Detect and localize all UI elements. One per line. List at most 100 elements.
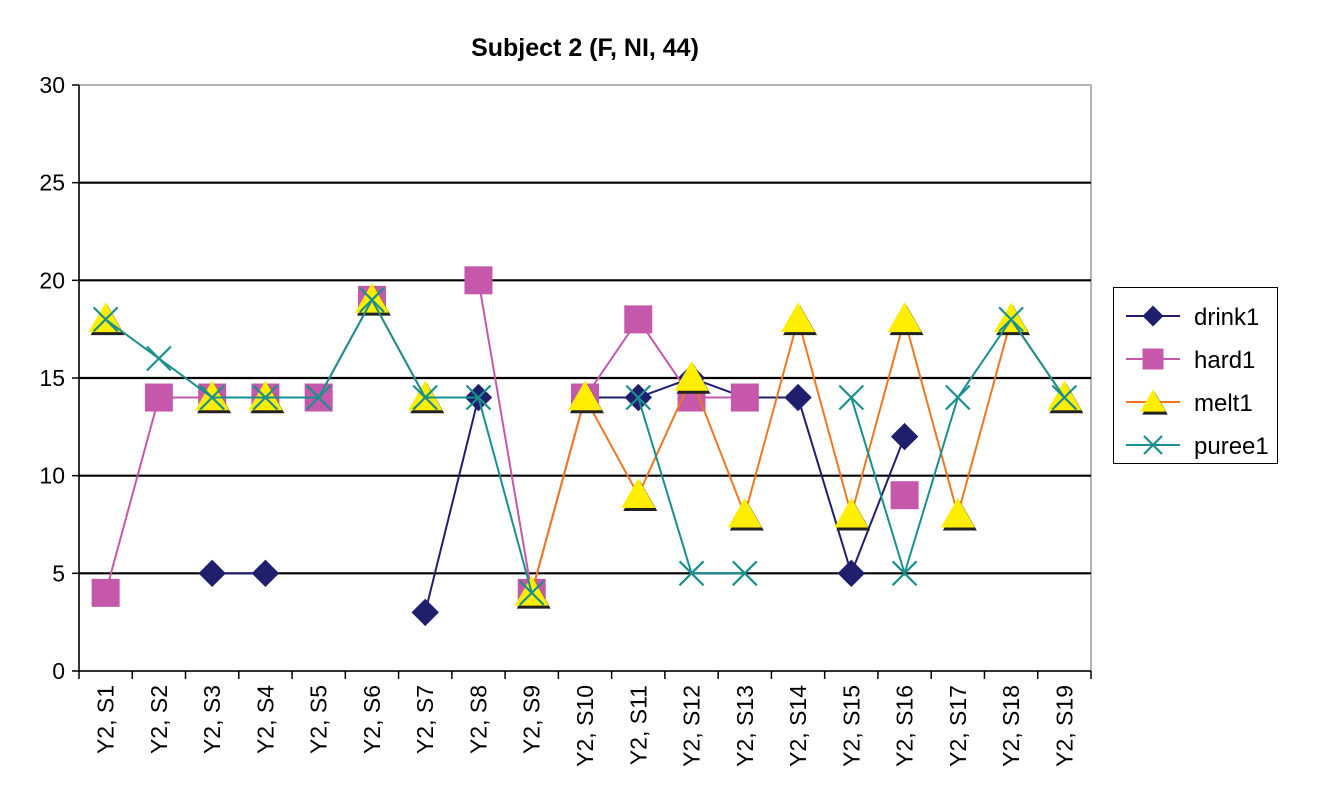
y-tick-label: 25: [39, 170, 65, 196]
data-point-x: [1051, 384, 1078, 411]
legend-item-hard1: hard1: [1114, 339, 1279, 379]
series-melt1: [88, 282, 1084, 609]
data-point-x: [305, 384, 332, 411]
series-puree1: [92, 287, 1078, 606]
data-point-x: [252, 384, 279, 411]
x-tick-label: Y2, S15: [838, 685, 864, 767]
data-point-triangle: [887, 302, 922, 333]
x-tick-label: Y2, S1: [93, 685, 119, 754]
x-tick-labels: Y2, S1 Y2, S2 Y2, S3 Y2, S4 Y2, S5 Y2, S6 Y2, …: [93, 685, 1078, 767]
legend-label: drink1: [1194, 304, 1260, 331]
data-point-triangle: [621, 478, 656, 508]
chart-title: Subject 2 (F, NI, 44): [471, 34, 699, 62]
x-tick-label: Y2, S5: [306, 685, 332, 754]
data-point-triangle: [834, 497, 869, 528]
legend-swatch: [1126, 389, 1180, 415]
data-point-triangle: [1140, 389, 1166, 412]
data-point-x: [359, 287, 385, 313]
data-point-diamond: [837, 559, 866, 588]
x-tick-label: Y2, S18: [998, 685, 1024, 767]
data-point-triangle: [781, 302, 816, 333]
x-tick-label: Y2, S7: [412, 685, 438, 754]
series-line: [105, 297, 533, 594]
x-tick-label: Y2, S13: [732, 685, 758, 767]
legend-swatch: [1126, 435, 1180, 455]
legend-item-drink1: drink1: [1114, 296, 1279, 336]
data-point-diamond: [784, 383, 812, 412]
data-point-square: [624, 305, 653, 334]
data-point-diamond: [198, 559, 226, 588]
series-line: [424, 397, 480, 613]
y-tick-label: 30: [39, 72, 65, 98]
x-tick-label: Y2, S6: [359, 685, 385, 754]
data-point-x: [998, 306, 1024, 333]
legend-label: puree1: [1194, 433, 1269, 460]
data-point-triangle: [940, 497, 975, 528]
legend: drink1 hard1 melt1 puree1: [1113, 287, 1278, 464]
legend-swatch: [1126, 305, 1180, 327]
data-point-x: [1143, 435, 1163, 455]
series-line: [104, 299, 373, 594]
legend-swatch: [1126, 348, 1180, 370]
data-point-x: [518, 580, 545, 606]
data-point-x: [625, 384, 652, 411]
data-point-x: [732, 560, 758, 587]
x-tick-label: Y2, S8: [465, 685, 491, 754]
data-point-diamond: [890, 422, 919, 451]
data-point-square: [144, 383, 173, 412]
x-tick-label: Y2, S17: [945, 685, 971, 767]
data-point-x: [465, 384, 492, 411]
data-point-triangle: [195, 380, 230, 411]
y-tick-labels: 0 5 10 15 20 25 30: [39, 72, 65, 684]
x-tick-label: Y2, S4: [252, 685, 278, 754]
data-point-triangle: [248, 380, 283, 411]
series-line: [850, 317, 1066, 577]
data-point-triangle: [727, 497, 762, 528]
x-tick-label: Y2, S2: [146, 685, 172, 754]
data-point-x: [945, 384, 971, 411]
x-tick-label: Y2, S12: [679, 685, 705, 767]
data-point-x: [678, 560, 705, 587]
x-tick-label: Y2, S3: [199, 685, 225, 754]
data-point-square: [890, 481, 919, 510]
data-point-diamond: [411, 598, 439, 627]
y-tick-label: 15: [39, 365, 65, 391]
data-point-x: [199, 384, 225, 411]
series-lines: [88, 266, 1084, 627]
series-line: [530, 315, 1066, 594]
x-tick-label: Y2, S16: [892, 685, 918, 767]
x-tick-label: Y2, S9: [519, 685, 545, 754]
axes: [72, 84, 1092, 679]
legend-item-puree1: puree1: [1114, 425, 1279, 465]
data-point-x: [146, 345, 172, 372]
x-tick-label: Y2, S19: [1051, 685, 1077, 767]
x-tick-label: Y2, S14: [785, 685, 811, 767]
data-point-square: [464, 266, 493, 295]
legend-item-melt1: melt1: [1114, 382, 1279, 422]
x-tick-label: Y2, S10: [572, 685, 598, 767]
y-tick-label: 10: [39, 463, 65, 489]
gridlines: [78, 84, 1092, 672]
data-point-square: [91, 578, 120, 607]
legend-label: hard1: [1194, 347, 1256, 374]
y-tick-label: 20: [39, 267, 65, 293]
data-point-square: [1142, 348, 1164, 370]
x-tick-label: Y2, S11: [625, 685, 651, 765]
y-tick-label: 5: [52, 560, 65, 586]
data-point-x: [838, 384, 865, 411]
data-point-x: [412, 384, 438, 411]
data-point-triangle: [1047, 380, 1082, 411]
data-point-x: [92, 306, 119, 333]
data-point-triangle: [408, 380, 443, 411]
data-point-triangle: [568, 380, 602, 411]
data-point-x: [891, 560, 918, 587]
data-point-triangle: [674, 361, 709, 391]
data-point-diamond: [251, 559, 280, 588]
data-point-diamond: [1142, 305, 1164, 327]
data-point-triangle: [994, 302, 1029, 333]
legend-label: melt1: [1194, 390, 1253, 417]
series-line: [637, 397, 745, 575]
data-point-triangle: [354, 282, 389, 313]
y-tick-label: 0: [52, 658, 65, 684]
